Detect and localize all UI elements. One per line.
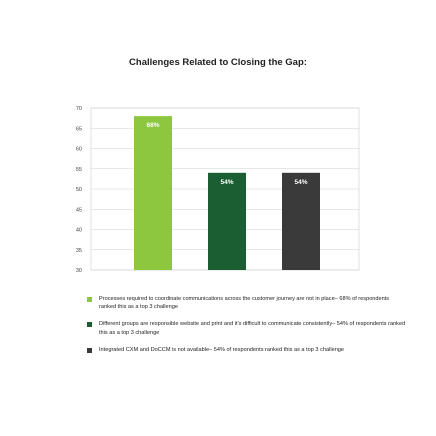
legend-swatch-integrated-cxm xyxy=(87,347,92,353)
legend-item-integrated-cxm: Integrated CXM and DoCCM is not availabl… xyxy=(87,346,407,354)
chart-title: Challenges Related to Closing the Gap: xyxy=(129,57,307,68)
bar-3 xyxy=(282,172,320,270)
legend-label-processes: Processes required to coordinate communi… xyxy=(99,296,390,311)
y-tick-label-35: 35 xyxy=(76,248,82,254)
legend-label-different-groups: Different groups are responsible website… xyxy=(99,321,406,336)
y-tick-label-45: 45 xyxy=(76,207,82,213)
y-tick-label-60: 60 xyxy=(76,147,82,153)
legend-swatch-processes xyxy=(87,297,92,302)
bar-1 xyxy=(134,116,172,270)
y-tick-label-65: 65 xyxy=(76,126,82,132)
legend-item-processes: Processes required to coordinate communi… xyxy=(87,295,407,311)
y-tick-label-70: 70 xyxy=(76,106,82,112)
legend: Processes required to coordinate communi… xyxy=(87,295,407,363)
y-tick-label-40: 40 xyxy=(76,228,82,234)
data-label-3: 54% xyxy=(294,179,307,186)
y-tick-label-55: 55 xyxy=(76,167,82,173)
legend-label-integrated-cxm: Integrated CXM and DoCCM is not availabl… xyxy=(99,346,345,353)
data-label-1: 68% xyxy=(146,122,159,129)
y-tick-label-30: 30 xyxy=(76,268,82,274)
data-label-2: 54% xyxy=(220,179,233,186)
y-tick-label-50: 50 xyxy=(76,187,82,193)
legend-item-different-groups: Different groups are responsible website… xyxy=(87,320,407,336)
legend-swatch-different-groups xyxy=(87,322,92,328)
bar-2 xyxy=(208,172,246,270)
